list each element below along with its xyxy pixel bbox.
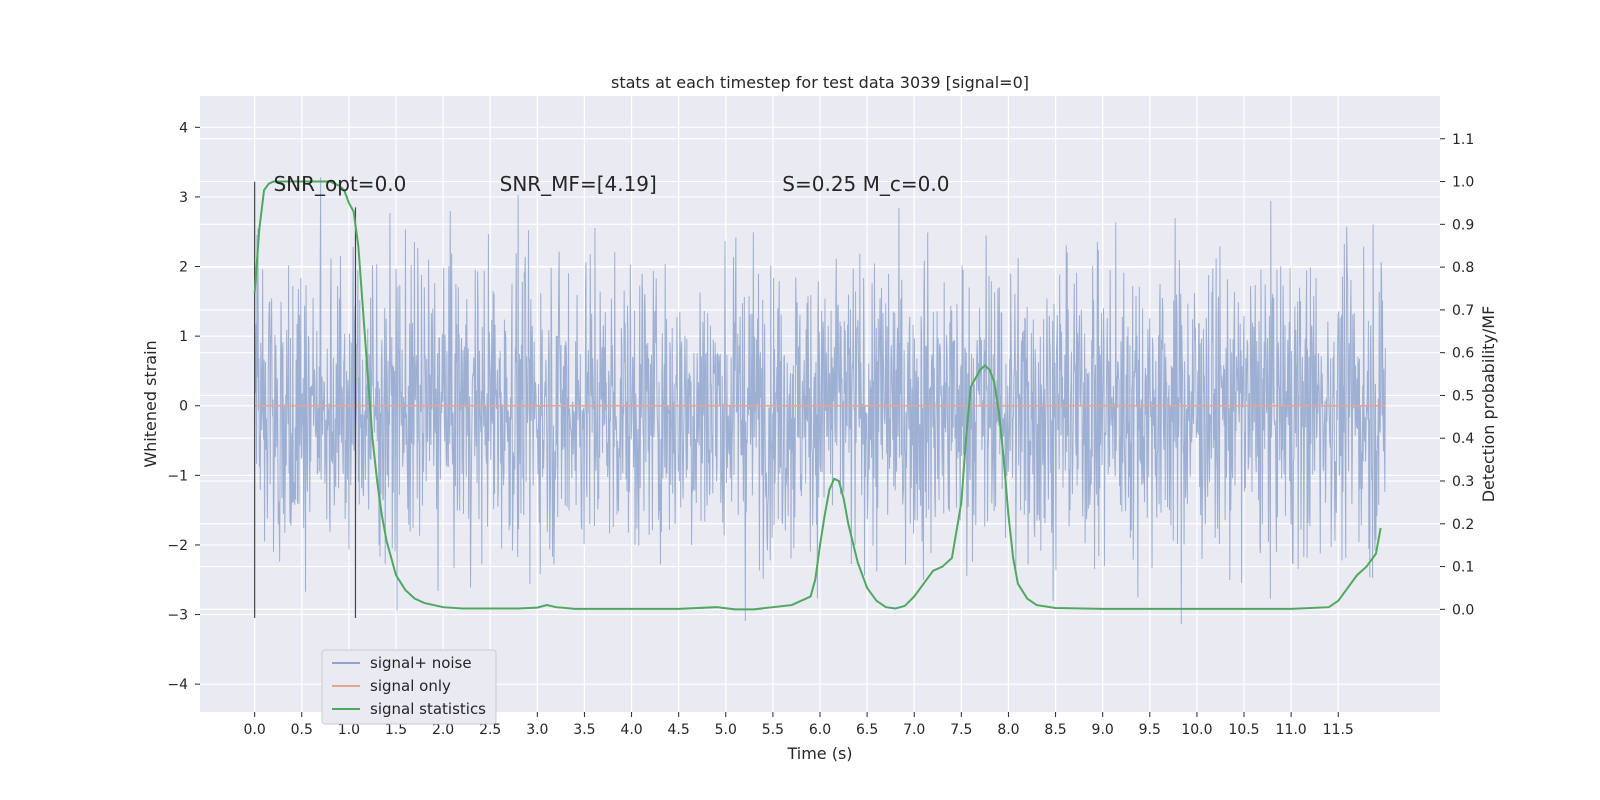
y-tick-label-8: 4 <box>179 120 188 136</box>
y-tick-label-2: −2 <box>167 538 188 554</box>
x-axis-label: Time (s) <box>786 744 852 763</box>
y2-tick-label-2: 0.2 <box>1452 517 1474 533</box>
x-tick-label-4: 2.0 <box>432 722 454 738</box>
x-tick-label-18: 9.0 <box>1092 722 1114 738</box>
x-tick-label-1: 0.5 <box>291 722 313 738</box>
series-signal-statistics <box>253 180 1382 611</box>
y2-tick-label-5: 0.5 <box>1452 388 1474 404</box>
y-tick-label-6: 2 <box>179 260 188 276</box>
legend-label-signal-statistics: signal statistics <box>370 700 486 718</box>
y-axis-ticks: −4 −3 −2 −1 0 1 2 3 4 <box>167 120 200 693</box>
y2-tick-label-11: 1.1 <box>1452 132 1474 148</box>
series-signal-noise <box>254 177 1386 625</box>
noise-line <box>254 177 1386 625</box>
x-tick-label-17: 8.5 <box>1044 722 1066 738</box>
annotations: SNR_opt=0.0 SNR_MF=[4.19] S=0.25 M_c=0.0 <box>273 172 949 196</box>
y2-tick-label-7: 0.7 <box>1452 303 1474 319</box>
x-tick-label-10: 5.0 <box>715 722 737 738</box>
y2-tick-label-4: 0.4 <box>1452 431 1474 447</box>
y2-tick-label-1: 0.1 <box>1452 560 1474 576</box>
y2-tick-label-10: 1.0 <box>1452 175 1474 191</box>
annotation-0: SNR_opt=0.0 <box>273 172 406 196</box>
legend-label-signal-only: signal only <box>370 677 451 695</box>
x-tick-label-9: 4.5 <box>668 722 690 738</box>
y-tick-label-4: 0 <box>179 399 188 415</box>
vertical-markers <box>254 181 357 619</box>
y2-tick-label-3: 0.3 <box>1452 474 1474 490</box>
y2-tick-label-8: 0.8 <box>1452 260 1474 276</box>
y-tick-label-3: −1 <box>167 468 188 484</box>
y2-tick-label-0: 0.0 <box>1452 602 1474 618</box>
x-tick-label-8: 4.0 <box>620 722 642 738</box>
y-tick-label-7: 3 <box>179 190 188 206</box>
annotation-2: S=0.25 M_c=0.0 <box>782 172 949 196</box>
y2-axis-label: Detection probability/MF <box>1479 306 1498 503</box>
y2-tick-label-6: 0.6 <box>1452 346 1474 362</box>
x-tick-label-23: 11.5 <box>1323 722 1354 738</box>
y2-tick-label-9: 0.9 <box>1452 217 1474 233</box>
y-tick-label-0: −4 <box>167 677 188 693</box>
x-tick-label-2: 1.0 <box>338 722 360 738</box>
legend-box <box>321 649 497 725</box>
x-tick-label-15: 7.5 <box>950 722 972 738</box>
x-tick-label-0: 0.0 <box>244 722 266 738</box>
x-axis-ticks: 0.0 0.5 1.0 1.5 2.0 2.5 3.0 3.5 4.0 4.5 5.0 5.5 6.0 6… <box>244 712 1354 738</box>
y-tick-label-1: −3 <box>167 608 188 624</box>
x-tick-label-19: 9.5 <box>1139 722 1161 738</box>
x-tick-label-3: 1.5 <box>385 722 407 738</box>
x-tick-label-13: 6.5 <box>856 722 878 738</box>
x-tick-label-14: 7.0 <box>903 722 925 738</box>
chart-title: stats at each timestep for test data 303… <box>611 73 1029 92</box>
y-tick-label-5: 1 <box>179 329 188 345</box>
x-tick-label-22: 11.0 <box>1276 722 1307 738</box>
y-axis-label: Whitened strain <box>141 340 160 467</box>
x-tick-label-16: 8.0 <box>997 722 1019 738</box>
x-tick-label-5: 2.5 <box>479 722 501 738</box>
legend: signal+ noise signal only signal statist… <box>321 649 497 725</box>
x-tick-label-20: 10.0 <box>1181 722 1212 738</box>
legend-label-signal-noise: signal+ noise <box>370 654 472 672</box>
x-tick-label-6: 3.0 <box>526 722 548 738</box>
x-tick-label-21: 10.5 <box>1228 722 1259 738</box>
annotation-1: SNR_MF=[4.19] <box>500 172 657 196</box>
y2-axis-ticks: 0.0 0.1 0.2 0.3 0.4 0.5 0.6 0.7 0.8 0.9 1.0 1.1 <box>1440 132 1474 618</box>
x-tick-label-12: 6.0 <box>809 722 831 738</box>
signal-statistics-line <box>253 180 1382 611</box>
x-tick-label-7: 3.5 <box>573 722 595 738</box>
x-tick-label-11: 5.5 <box>762 722 784 738</box>
